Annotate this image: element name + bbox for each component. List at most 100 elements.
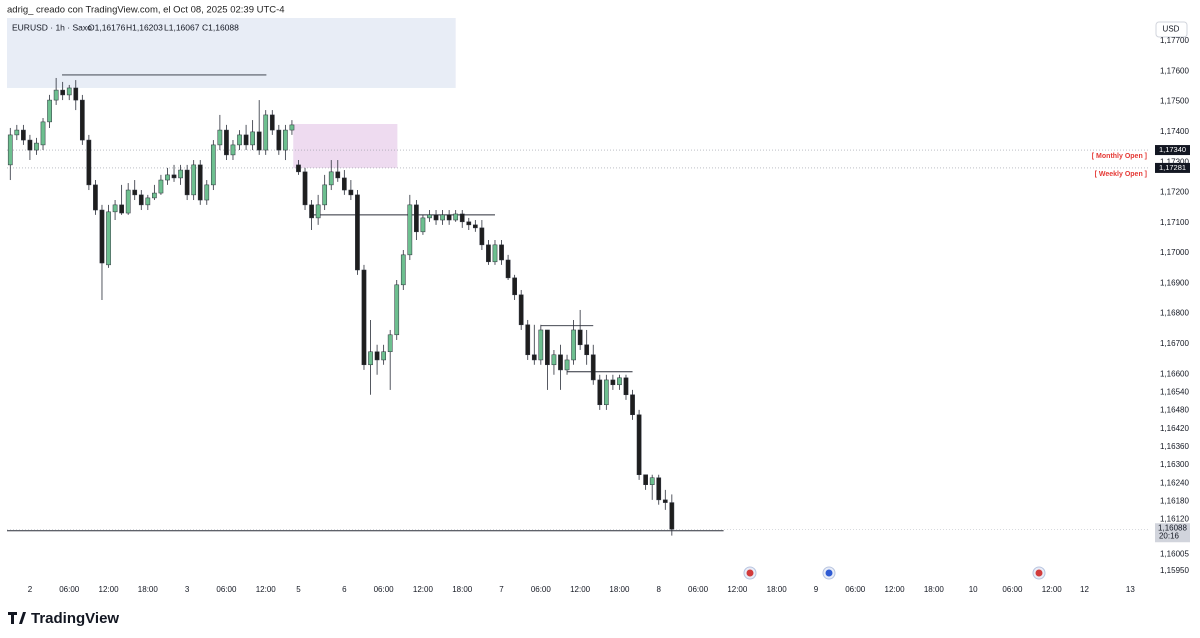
y-tick-label: 1,16180: [1160, 496, 1189, 505]
candle-body: [204, 184, 210, 201]
y-tick-label: 1,16005: [1160, 549, 1189, 558]
candle-body: [7, 134, 13, 166]
candle-body: [597, 379, 603, 406]
candle-body: [433, 214, 439, 221]
candle-body: [440, 214, 445, 221]
candle-body: [571, 329, 576, 361]
candle-body: [283, 129, 288, 151]
y-tick-label: 1,16120: [1160, 515, 1189, 524]
candle-body: [400, 254, 406, 286]
candle-body: [217, 129, 223, 146]
candle-body: [243, 134, 249, 146]
x-tick-label: 06:00: [1002, 585, 1023, 594]
candle-body: [145, 197, 151, 206]
header: adrig_ creado con TradingView.com, el Oc…: [7, 5, 285, 16]
x-tick-label: 12:00: [885, 585, 906, 594]
legend-value: C1,16088: [202, 22, 239, 32]
candle-body: [590, 354, 596, 381]
candle-body: [66, 87, 72, 96]
y-tick-label: 1,16800: [1160, 309, 1189, 318]
candle-body: [106, 211, 111, 266]
zone: [293, 124, 398, 168]
candle-body: [184, 169, 190, 196]
level-price-box: [1155, 145, 1190, 156]
y-tick-label: 1,16700: [1160, 339, 1189, 348]
candle-body: [427, 214, 432, 219]
legend-value: L1,16067: [164, 22, 200, 32]
x-tick-label: 12:00: [413, 585, 434, 594]
candle-body: [512, 277, 517, 296]
candle-body: [27, 139, 33, 151]
candle-body: [112, 204, 118, 213]
candle-body: [335, 171, 341, 179]
candle-body: [662, 499, 668, 503]
x-tick-label: 7: [499, 585, 504, 594]
zone: [7, 18, 456, 88]
level-name: [ Monthly Open ]: [1092, 153, 1147, 160]
candle-body: [505, 259, 511, 279]
x-tick-label: 2: [28, 585, 33, 594]
candle-body: [125, 189, 131, 214]
candle-body: [341, 177, 347, 191]
level-price-box: [1155, 162, 1190, 173]
candles: [7, 77, 675, 536]
level-name: [ Weekly Open ]: [1095, 171, 1147, 178]
candle-body: [414, 204, 419, 233]
candle-body: [34, 142, 39, 151]
candle-body: [368, 351, 373, 366]
x-tick-label: 13: [1126, 585, 1135, 594]
candle-body: [302, 171, 308, 206]
candle-body: [276, 129, 282, 151]
candle-body: [472, 224, 478, 229]
level-price: 1,17281: [1159, 163, 1186, 172]
candle-body: [309, 204, 314, 219]
candle-body: [60, 89, 66, 96]
candle-body: [545, 329, 550, 366]
candle-body: [197, 164, 203, 201]
candle-body: [466, 221, 472, 226]
candle-body: [315, 204, 321, 219]
candle-body: [643, 474, 648, 485]
candle-body: [479, 227, 485, 246]
candle-body: [420, 217, 426, 233]
candle-body: [237, 134, 242, 146]
candle-body: [171, 174, 177, 179]
y-tick-label: 1,17200: [1160, 188, 1189, 197]
x-tick-label: 12:00: [570, 585, 591, 594]
y-tick-label: 1,17500: [1160, 97, 1189, 106]
candle-body: [132, 189, 138, 196]
candle-body: [152, 192, 157, 199]
candle-body: [577, 329, 583, 346]
candle-body: [86, 139, 92, 186]
x-tick-label: 3: [185, 585, 190, 594]
y-tick-label: 1,16240: [1160, 478, 1189, 487]
y-tick-label: 1,16420: [1160, 424, 1189, 433]
candle-body: [79, 99, 85, 141]
x-tick-label: 12:00: [1042, 585, 1063, 594]
candle-body: [289, 124, 295, 131]
candle-body: [636, 414, 642, 475]
y-tick-label: 1,16540: [1160, 387, 1189, 396]
x-tick-label: 06:00: [216, 585, 237, 594]
candle-body: [446, 214, 452, 221]
candle-body: [551, 354, 557, 366]
legend-symbol: EURUSD · 1h · Saxo: [12, 22, 92, 32]
candle-body: [269, 114, 275, 131]
candle-body: [21, 129, 26, 141]
x-tick-label: 18:00: [138, 585, 159, 594]
y-tick-label: 1,15950: [1160, 566, 1189, 575]
candle-body: [558, 354, 563, 371]
candle-body: [73, 87, 79, 101]
candle-body: [394, 284, 400, 336]
y-tick-label: 1,17400: [1160, 127, 1189, 136]
x-tick-label: 06:00: [845, 585, 866, 594]
x-tick-label: 12:00: [256, 585, 277, 594]
brand-logo: [8, 612, 26, 624]
candle-body: [322, 184, 328, 206]
candle-body: [387, 334, 393, 353]
candle-body: [93, 184, 98, 211]
candle-body: [40, 121, 46, 146]
x-tick-label: 12:00: [99, 585, 120, 594]
x-tick-label: 18:00: [609, 585, 630, 594]
